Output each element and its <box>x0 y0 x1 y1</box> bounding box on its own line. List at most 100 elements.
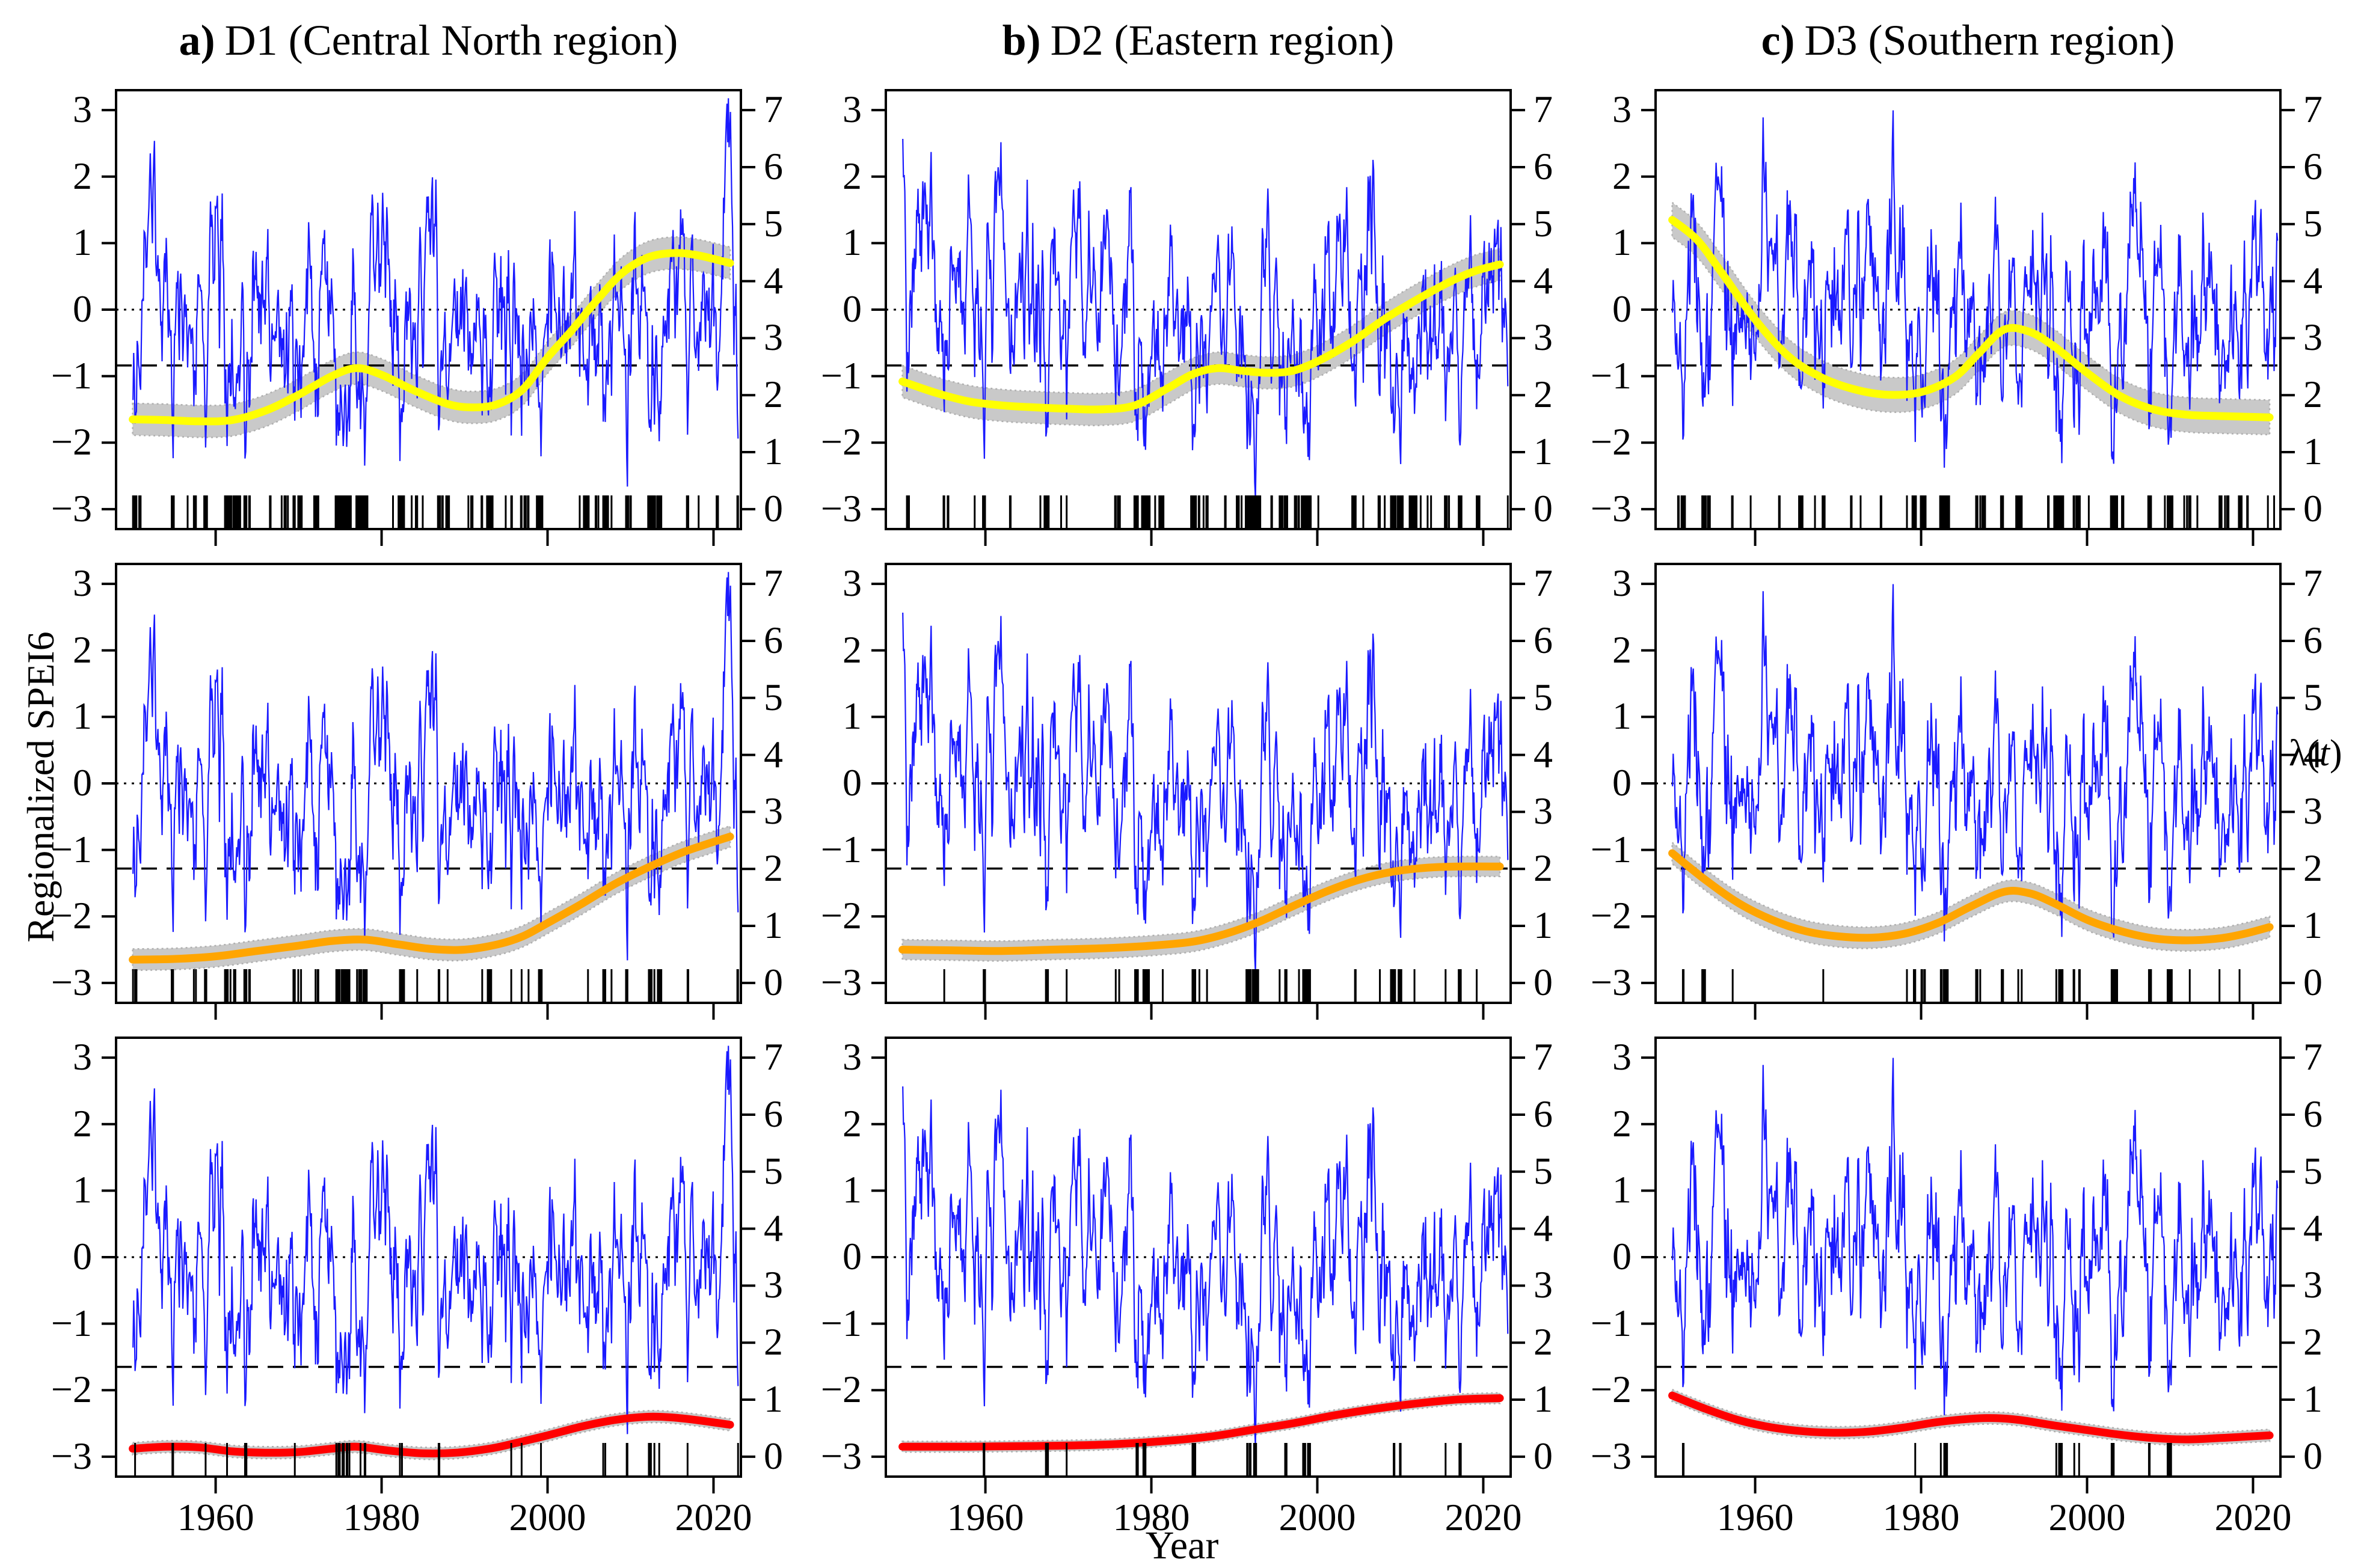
y-left-tick-label: 3 <box>73 562 92 605</box>
panel-region-b: D2 (Eastern region) <box>1050 16 1395 64</box>
panel-region-c: D3 (Southern region) <box>1804 16 2175 64</box>
y-left-tick-label: 2 <box>1612 154 1632 197</box>
panel-frame <box>115 89 742 530</box>
y-right-tick-label: 5 <box>764 1149 783 1192</box>
y-right-tick-label: 4 <box>764 259 783 302</box>
trend-curve-red <box>1668 1391 2274 1444</box>
x-tick-label: 1980 <box>1113 1496 1190 1539</box>
trend-curve-orange <box>1668 849 2274 945</box>
y-right-tick-label: 5 <box>764 675 783 718</box>
spei-monthly-series <box>1672 110 2279 468</box>
y-left-tick-label: 2 <box>73 1101 92 1145</box>
y-right-tick-label: 7 <box>764 562 783 605</box>
y-left-tick-label: 2 <box>1612 628 1632 671</box>
panel-D1-red <box>102 1037 755 1493</box>
y-right-tick-label: 3 <box>1534 316 1553 359</box>
panel-D3-red <box>1641 1037 2295 1493</box>
y-right-tick-label: 4 <box>764 1206 783 1249</box>
y-left-tick-label: 1 <box>843 694 862 738</box>
y-left-tick-label: −2 <box>1590 420 1632 464</box>
drought-event-rug <box>134 1443 739 1475</box>
drought-event-rug <box>132 969 739 1002</box>
x-axis-label: Year <box>1145 1524 1219 1567</box>
lambda-post: ) <box>2329 733 2342 774</box>
y-left-tick-label: −1 <box>1590 354 1632 397</box>
y-left-tick-label: −1 <box>1590 827 1632 871</box>
y-left-tick-label: −3 <box>51 486 92 530</box>
y-left-tick-label: −2 <box>51 1368 92 1411</box>
y-right-tick-label: 3 <box>764 1263 783 1306</box>
y-right-tick-label: 4 <box>2303 259 2323 302</box>
y-left-tick-label: −3 <box>820 960 862 1003</box>
trend-curve-yellow <box>129 249 734 426</box>
axis-tick-marks <box>102 583 755 1020</box>
y-left-tick-label: 3 <box>73 88 92 131</box>
axis-tick-marks <box>102 109 755 546</box>
trend-curve-orange <box>898 862 1504 955</box>
y-right-tick-label: 3 <box>2303 1263 2323 1306</box>
y-right-tick-label: 7 <box>1534 562 1553 605</box>
y-left-tick-label: 2 <box>73 628 92 671</box>
y-right-tick-label: 5 <box>764 201 783 245</box>
trend-curve-yellow <box>1668 216 2274 421</box>
y-left-tick-label: −3 <box>1590 960 1632 1003</box>
y-left-tick-label: 2 <box>843 628 862 671</box>
y-right-tick-label: 4 <box>1534 1206 1553 1249</box>
y-left-tick-label: −3 <box>1590 1434 1632 1477</box>
y-right-tick-label: 7 <box>1534 1035 1553 1079</box>
y-left-tick-label: 0 <box>73 1235 92 1278</box>
spei-monthly-series <box>132 98 739 487</box>
y-right-tick-label: 5 <box>1534 1149 1553 1192</box>
y-left-tick-label: 3 <box>843 562 862 605</box>
y-left-tick-label: 1 <box>73 1168 92 1211</box>
y-right-tick-label: 0 <box>764 486 783 530</box>
panel-D1-yellow <box>102 89 755 546</box>
confidence-band <box>1671 841 2271 952</box>
y-left-tick-label: −2 <box>1590 1368 1632 1411</box>
y-right-tick-label: 3 <box>1534 1263 1553 1306</box>
y-left-tick-label: 1 <box>1612 694 1632 738</box>
y-right-tick-label: 3 <box>764 789 783 833</box>
y-left-tick-label: −3 <box>51 960 92 1003</box>
y-right-tick-label: 0 <box>2303 1434 2323 1477</box>
drought-event-rug <box>983 1443 1462 1475</box>
y-right-tick-label: 2 <box>764 847 783 890</box>
panel-title-b: b) D2 (Eastern region) <box>886 13 1511 67</box>
y-left-tick-label: 1 <box>843 1168 862 1211</box>
y-left-tick-label: −1 <box>51 354 92 397</box>
y-right-tick-label: 1 <box>1534 1377 1553 1420</box>
y-left-tick-label: 2 <box>843 154 862 197</box>
y-left-tick-label: 0 <box>843 287 862 330</box>
y-right-tick-label: 6 <box>1534 618 1553 661</box>
y-right-tick-label: 6 <box>2303 1092 2323 1135</box>
y-left-tick-label: 0 <box>843 761 862 804</box>
y-right-tick-label: 1 <box>1534 430 1553 473</box>
y-right-tick-label: 7 <box>2303 1035 2323 1079</box>
panel-letter-c: c) <box>1761 16 1795 64</box>
lambda-pre: λ( <box>2289 733 2319 774</box>
trend-curve-yellow <box>898 260 1504 414</box>
axis-tick-marks <box>1641 583 2295 1020</box>
trend-curve-red <box>898 1394 1504 1451</box>
x-tick-label: 1980 <box>1882 1496 1960 1539</box>
y-right-tick-label: 3 <box>2303 789 2323 833</box>
y-left-tick-label: 0 <box>73 287 92 330</box>
x-tick-label: 1960 <box>947 1496 1024 1539</box>
y-right-tick-label: 5 <box>2303 1149 2323 1192</box>
y-left-tick-label: 3 <box>843 1035 862 1079</box>
y-right-tick-label: 2 <box>2303 847 2323 890</box>
y-right-tick-label: 5 <box>1534 675 1553 718</box>
drought-event-rug <box>1681 969 2241 1002</box>
y-right-tick-label: 2 <box>2303 1320 2323 1364</box>
y-left-tick-label: 3 <box>1612 88 1632 131</box>
y-left-tick-label: −1 <box>51 827 92 871</box>
y-right-tick-label: 2 <box>1534 1320 1553 1364</box>
y-right-tick-label: 5 <box>2303 201 2323 245</box>
panel-frame <box>885 1037 1512 1478</box>
y-left-tick-label: −2 <box>820 420 862 464</box>
panel-D1-orange <box>102 563 755 1020</box>
y-right-tick-label: 5 <box>2303 675 2323 718</box>
y-right-tick-label: 0 <box>764 960 783 1003</box>
